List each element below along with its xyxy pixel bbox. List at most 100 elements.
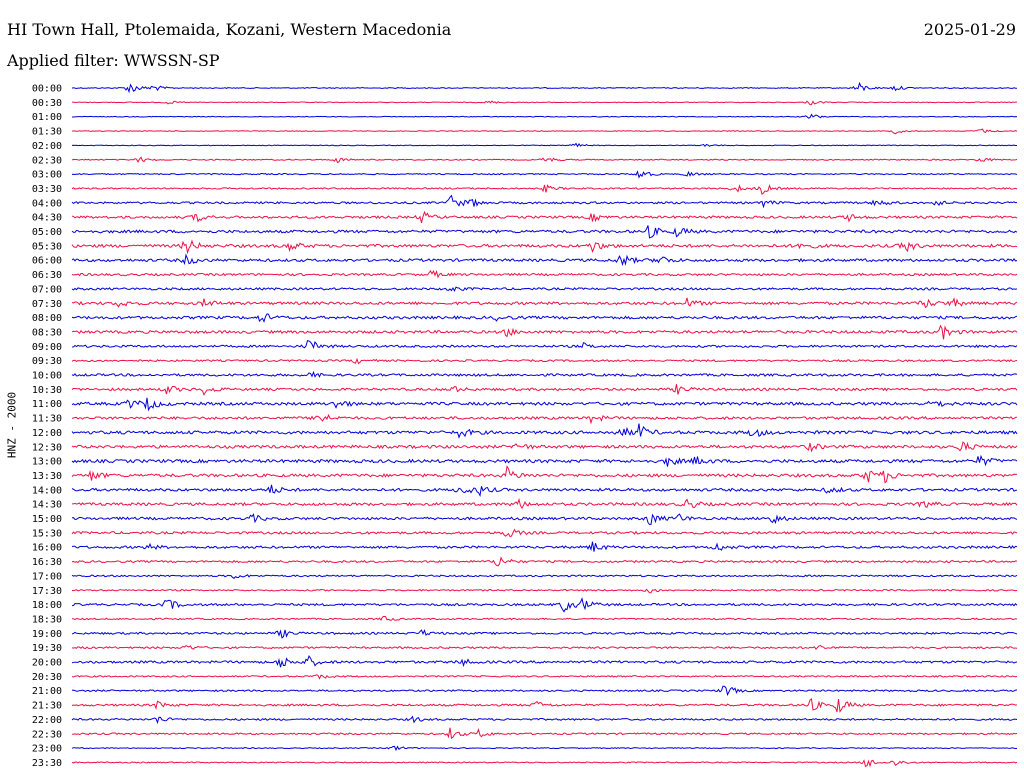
time-label: 22:30: [32, 729, 62, 740]
seismic-trace: [71, 210, 1018, 224]
time-label: 02:30: [32, 155, 62, 166]
time-label: 09:00: [32, 342, 62, 353]
time-label: 00:00: [32, 84, 62, 95]
time-label: 20:00: [32, 658, 62, 669]
filter-label: Applied filter: WWSSN-SP: [7, 51, 220, 70]
time-label: 17:30: [32, 586, 62, 597]
seismic-trace: [71, 465, 1018, 484]
time-label: 21:30: [32, 701, 62, 712]
time-label: 10:30: [32, 385, 62, 396]
time-label: 10:00: [32, 371, 62, 382]
seismic-trace: [71, 685, 1018, 697]
time-label: 20:30: [32, 672, 62, 683]
seismic-trace: [71, 441, 1018, 453]
seismic-trace: [71, 113, 1018, 119]
time-label: 02:00: [32, 141, 62, 152]
seismic-trace: [71, 184, 1018, 195]
seismic-trace: [71, 629, 1018, 639]
time-label: 23:30: [32, 758, 62, 769]
seismic-trace: [71, 745, 1018, 752]
time-label: 15:30: [32, 528, 62, 539]
seismic-trace: [71, 698, 1018, 713]
time-label: 13:00: [32, 457, 62, 468]
seismic-trace: [71, 588, 1018, 594]
seismic-trace: [71, 759, 1018, 768]
seismic-trace: [71, 615, 1018, 622]
seismic-trace: [71, 239, 1018, 255]
seismic-trace: [71, 497, 1018, 510]
seismic-trace: [71, 225, 1018, 239]
seismic-trace: [71, 384, 1018, 396]
time-label: 07:00: [32, 284, 62, 295]
time-label: 07:30: [32, 299, 62, 310]
seismic-trace: [71, 597, 1018, 613]
time-label: 21:00: [32, 686, 62, 697]
seismic-trace: [71, 423, 1018, 439]
time-label: 06:00: [32, 256, 62, 267]
time-label: 03:00: [32, 170, 62, 181]
seismic-trace: [71, 644, 1018, 651]
seismic-trace: [71, 156, 1018, 164]
seismic-trace: [71, 194, 1018, 209]
seismic-trace: [71, 370, 1018, 378]
time-label: 04:30: [32, 213, 62, 224]
time-label: 14:00: [32, 485, 62, 496]
seismic-trace: [71, 357, 1018, 365]
station-title: HI Town Hall, Ptolemaida, Kozani, Wester…: [7, 20, 452, 39]
time-label: 01:00: [32, 112, 62, 123]
time-label: 04:00: [32, 198, 62, 209]
seismic-trace: [71, 727, 1018, 740]
time-label: 00:30: [32, 98, 62, 109]
time-label: 23:00: [32, 744, 62, 755]
seismic-trace: [71, 541, 1018, 552]
time-label: 12:00: [32, 428, 62, 439]
time-label: 16:30: [32, 557, 62, 568]
time-label: 06:30: [32, 270, 62, 281]
time-label: 05:30: [32, 241, 62, 252]
seismic-trace: [71, 454, 1018, 467]
time-label: 05:00: [32, 227, 62, 238]
seismic-trace: [71, 513, 1018, 525]
seismic-trace: [71, 269, 1018, 279]
seismic-trace: [71, 324, 1018, 340]
time-label: 19:00: [32, 629, 62, 640]
time-label: 22:00: [32, 715, 62, 726]
seismic-trace: [71, 574, 1018, 579]
time-label: 14:30: [32, 500, 62, 511]
seismic-trace: [71, 297, 1018, 309]
seismic-trace: [71, 142, 1018, 148]
time-label: 19:30: [32, 643, 62, 654]
seismic-trace: [71, 556, 1018, 567]
time-label: 18:00: [32, 600, 62, 611]
time-label: 11:30: [32, 414, 62, 425]
time-label: 11:00: [32, 399, 62, 410]
seismic-trace: [71, 413, 1018, 425]
time-label: 16:00: [32, 543, 62, 554]
seismic-trace: [71, 286, 1018, 293]
date-label: 2025-01-29: [923, 20, 1016, 39]
seismic-trace: [71, 253, 1018, 267]
seismic-trace: [71, 100, 1018, 106]
time-label: 18:30: [32, 614, 62, 625]
seismic-trace: [71, 655, 1018, 668]
time-label: 08:30: [32, 327, 62, 338]
time-label: 01:30: [32, 127, 62, 138]
seismic-trace: [71, 484, 1018, 497]
time-label: 09:30: [32, 356, 62, 367]
time-label: 12:30: [32, 442, 62, 453]
time-label: 03:30: [32, 184, 62, 195]
seismic-trace: [71, 81, 1018, 94]
seismic-trace: [71, 715, 1018, 725]
seismic-trace: [71, 340, 1018, 349]
seismic-trace: [71, 313, 1018, 323]
time-label: 17:00: [32, 571, 62, 582]
seismic-trace: [71, 674, 1018, 680]
seismic-trace: [71, 397, 1018, 412]
time-label: 15:00: [32, 514, 62, 525]
time-label: 13:30: [32, 471, 62, 482]
seismic-trace: [71, 128, 1018, 135]
time-label: 08:00: [32, 313, 62, 324]
seismic-trace: [71, 528, 1018, 538]
seismic-trace: [71, 170, 1018, 179]
